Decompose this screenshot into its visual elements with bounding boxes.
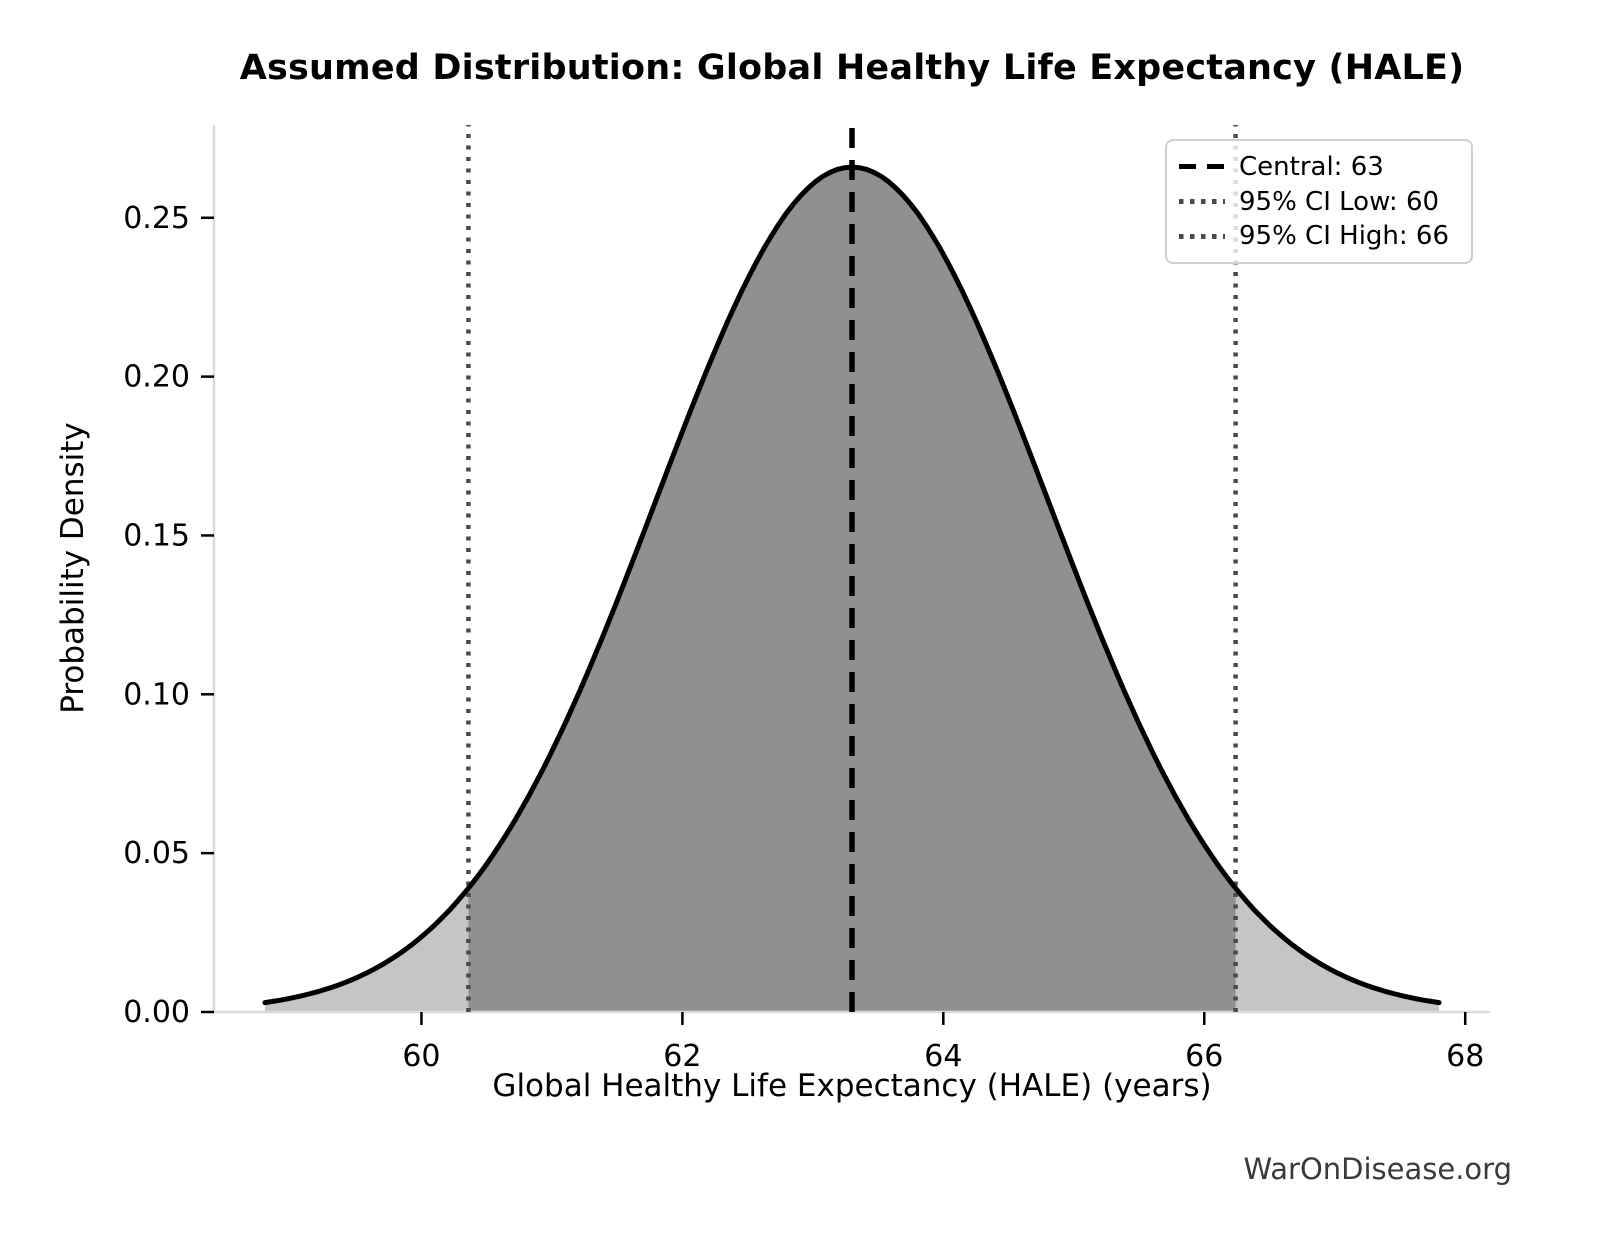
chart-title: Assumed Distribution: Global Healthy Lif… [239,48,1465,88]
legend-label: Central: 63 [1239,151,1384,182]
dotted-line-swatch-icon [1179,234,1225,239]
y-tick-label: 0.20 [123,360,190,395]
watermark: WarOnDisease.org [1243,1152,1512,1186]
x-axis-label: Global Healthy Life Expectancy (HALE) (y… [492,1068,1212,1104]
x-tick-label: 62 [663,1039,701,1074]
legend-item-ci-high: 95% CI High: 66 [1179,223,1459,249]
density-curve [262,164,1442,1006]
legend-label: 95% CI Low: 60 [1239,186,1440,217]
y-tick-label: 0.00 [123,995,190,1030]
x-tick-label: 66 [1185,1039,1223,1074]
x-tick-label: 60 [402,1039,440,1074]
legend-item-ci-low: 95% CI Low: 60 [1179,189,1459,215]
y-tick-label: 0.10 [123,677,190,712]
legend-item-central: Central: 63 [1179,154,1459,180]
x-tick-label: 68 [1446,1039,1484,1074]
y-tick-label: 0.05 [123,836,190,871]
dotted-line-swatch-icon [1179,199,1225,204]
y-tick-label: 0.15 [123,518,190,553]
legend-box: Central: 63 95% CI Low: 60 95% CI High: … [1165,139,1473,264]
legend-label: 95% CI High: 66 [1239,221,1450,252]
x-tick-label: 64 [924,1039,962,1074]
y-axis-label: Probability Density [55,422,91,714]
dashed-line-swatch-icon [1179,164,1225,170]
y-tick-label: 0.25 [123,201,190,236]
